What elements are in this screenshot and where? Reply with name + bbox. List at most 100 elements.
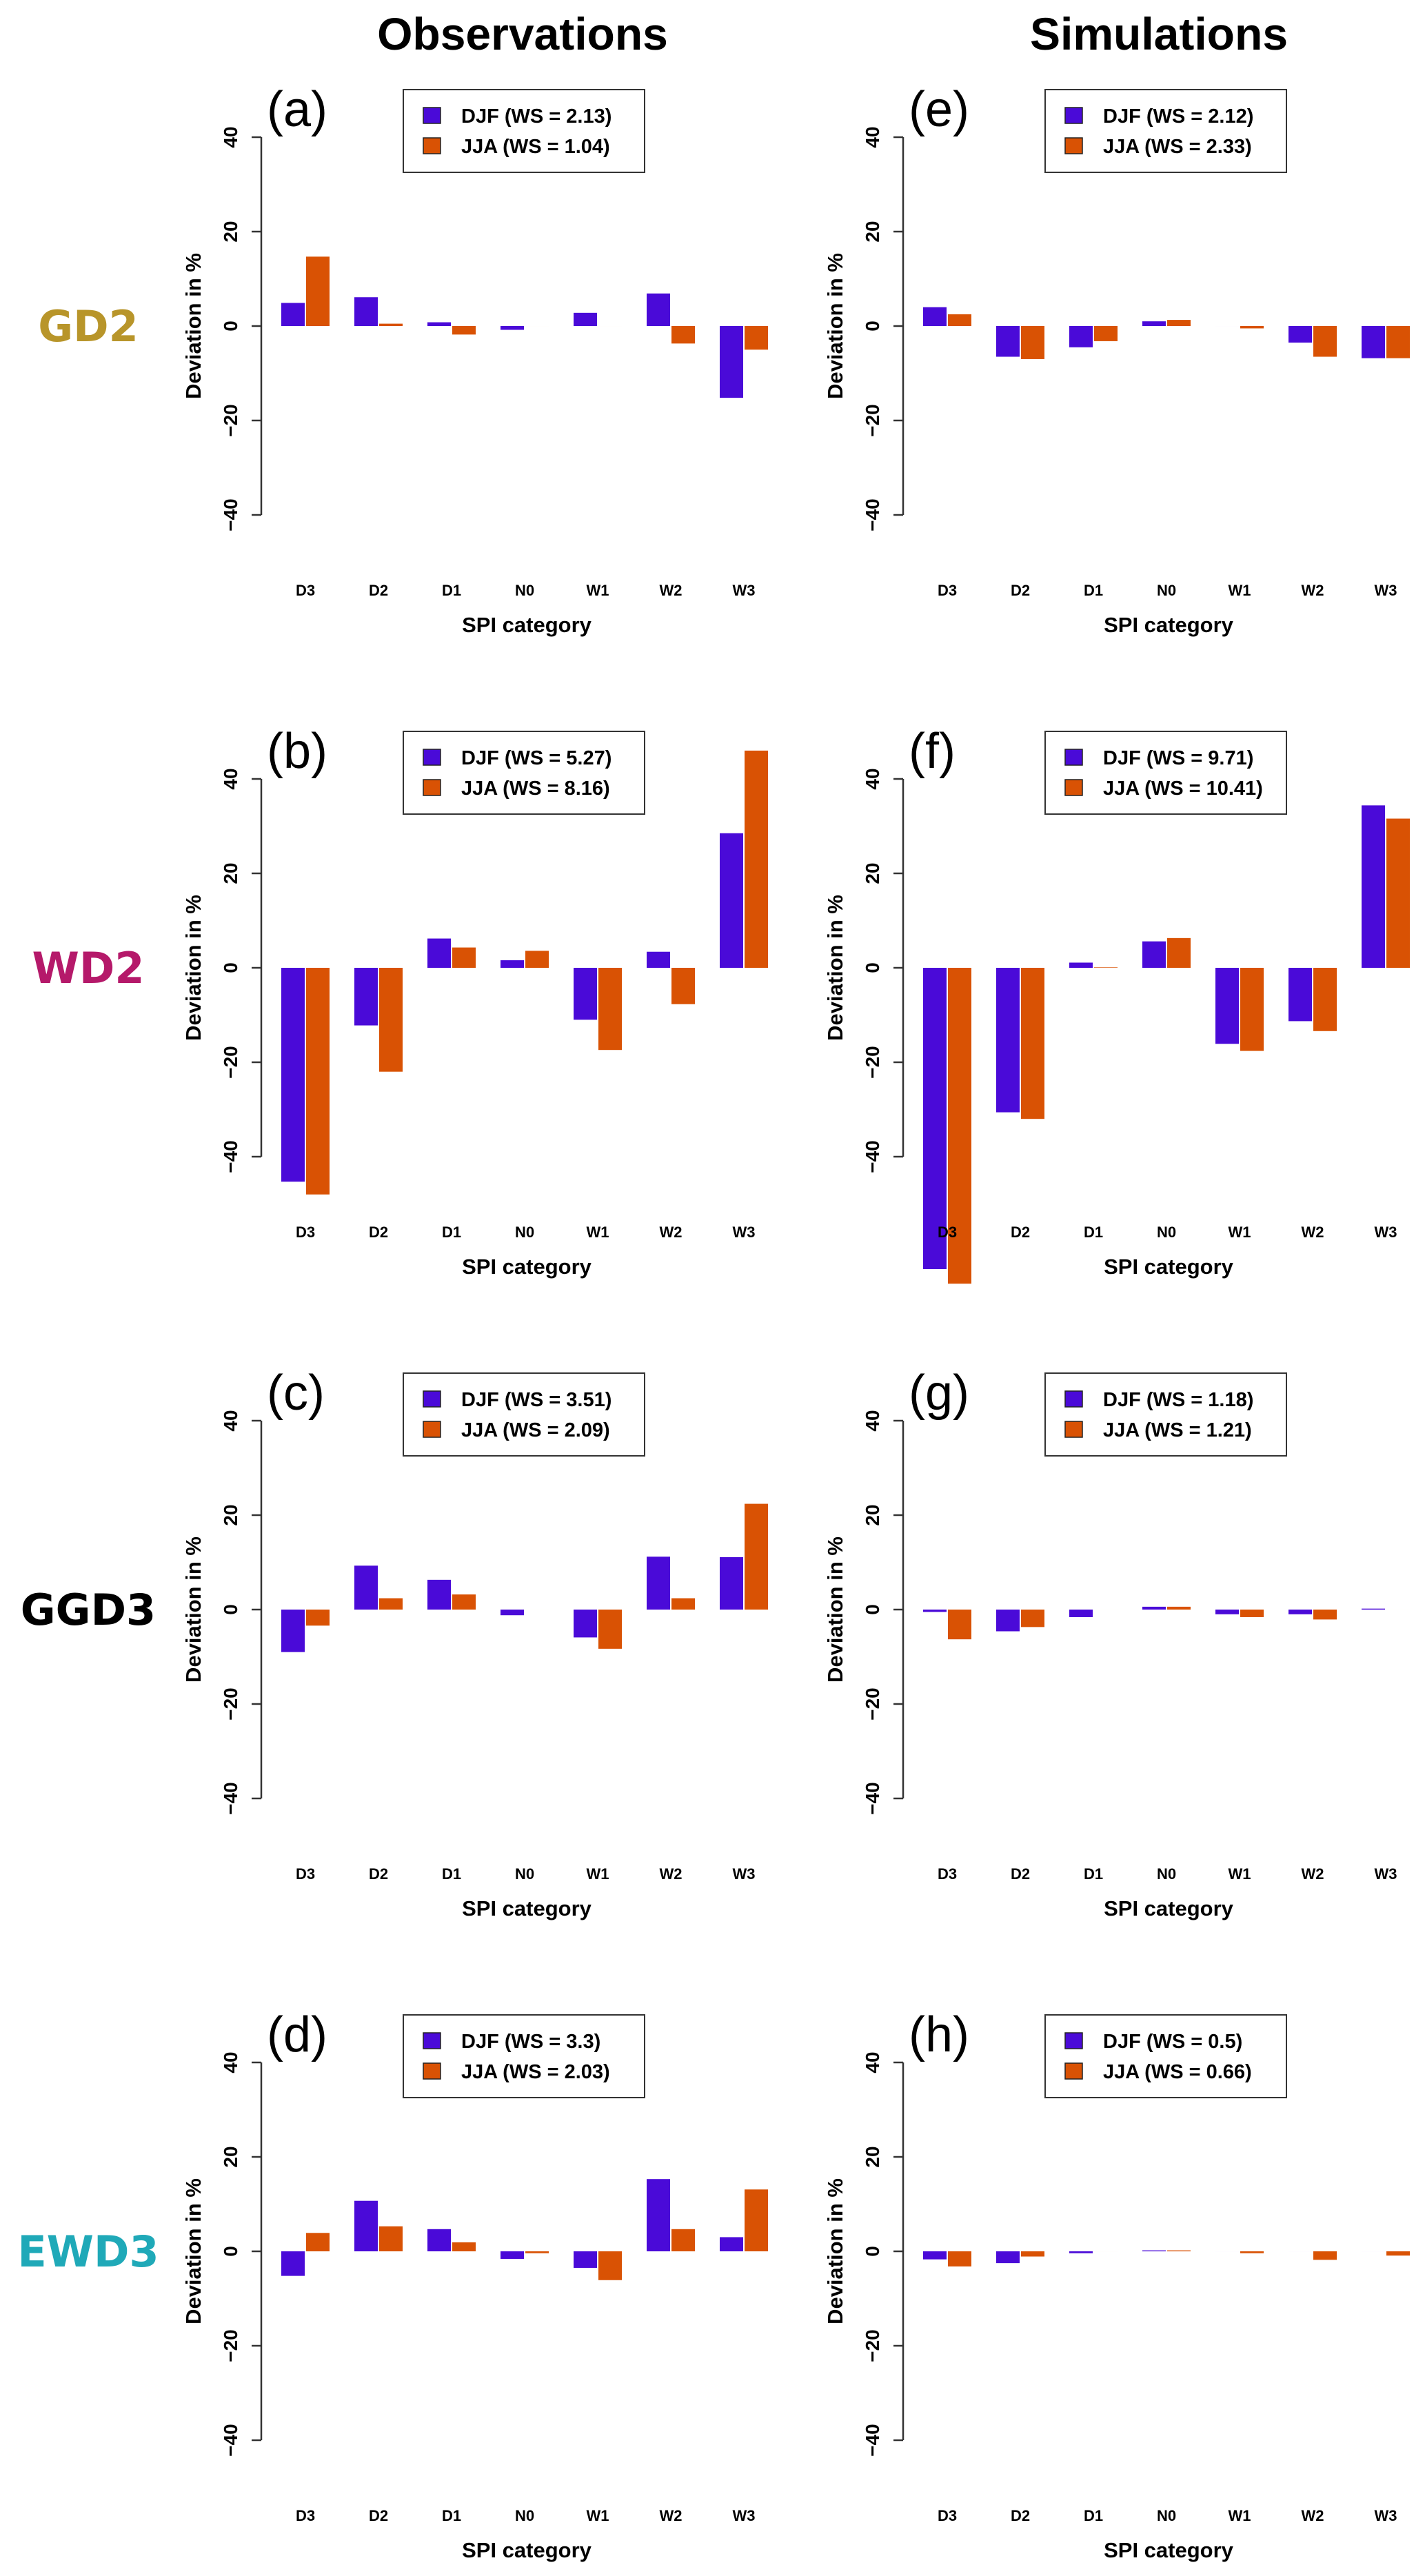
bar-jja-w2 bbox=[1313, 326, 1337, 357]
bar-jja-w3 bbox=[745, 750, 768, 968]
bar-djf-d1 bbox=[427, 1579, 451, 1610]
y-tick-label: 40 bbox=[220, 1410, 241, 1431]
bar-djf-d2 bbox=[354, 2200, 378, 2251]
bar-djf-w2 bbox=[647, 1556, 670, 1610]
category-tick-label: W1 bbox=[1229, 1224, 1251, 1241]
legend-entry: JJA (WS = 2.09) bbox=[461, 1419, 610, 1441]
bar-jja-d3 bbox=[948, 2251, 971, 2266]
legend-entry: DJF (WS = 5.27) bbox=[461, 747, 612, 769]
bar-jja-d2 bbox=[1021, 968, 1044, 1119]
bar-jja-d2 bbox=[1021, 1610, 1044, 1627]
category-tick-label: W3 bbox=[733, 1224, 756, 1241]
bar-jja-w1 bbox=[1240, 326, 1264, 329]
panel-label: (g) bbox=[909, 1366, 969, 1421]
bar-djf-w1 bbox=[574, 1610, 597, 1638]
x-axis-title: SPI category bbox=[462, 613, 592, 637]
category-tick-label: D1 bbox=[442, 1865, 461, 1883]
x-axis-title: SPI category bbox=[1104, 613, 1234, 637]
bar-jja-d1 bbox=[452, 1594, 476, 1610]
bar-jja-w3 bbox=[745, 1503, 768, 1610]
category-tick-label: D1 bbox=[1084, 1865, 1103, 1883]
category-tick-label: W2 bbox=[660, 1224, 683, 1241]
bar-djf-d2 bbox=[996, 968, 1020, 1113]
category-tick-label: D3 bbox=[296, 582, 315, 599]
category-tick-label: W3 bbox=[1375, 1865, 1397, 1883]
bar-djf-w3 bbox=[1362, 805, 1385, 968]
y-tick-label: 20 bbox=[220, 221, 241, 242]
column-title-observations: Observations bbox=[377, 8, 668, 59]
bar-djf-d3 bbox=[923, 307, 947, 326]
legend-box bbox=[1044, 89, 1287, 173]
panel-label: (f) bbox=[909, 724, 956, 779]
y-tick-label: 40 bbox=[862, 1410, 883, 1431]
row-label-gd2: GD2 bbox=[38, 301, 139, 352]
bar-djf-n0 bbox=[501, 326, 524, 330]
bar-djf-d1 bbox=[427, 322, 451, 326]
legend-entry: DJF (WS = 3.3) bbox=[461, 2031, 600, 2053]
y-tick-label: −40 bbox=[220, 1140, 241, 1173]
category-tick-label: W3 bbox=[1375, 2507, 1397, 2524]
category-tick-label: W3 bbox=[1375, 1224, 1397, 1241]
legend-swatch-djf bbox=[1064, 2032, 1083, 2049]
category-tick-label: W2 bbox=[660, 582, 683, 599]
category-tick-label: W1 bbox=[1229, 582, 1251, 599]
category-tick-label: N0 bbox=[515, 1224, 534, 1241]
legend-box bbox=[1044, 731, 1287, 815]
bar-jja-w3 bbox=[745, 326, 768, 350]
category-tick-label: D2 bbox=[1011, 1865, 1030, 1883]
y-tick-label: 0 bbox=[220, 1604, 241, 1615]
y-tick-label: −40 bbox=[220, 1782, 241, 1815]
bar-jja-n0 bbox=[525, 2251, 549, 2253]
category-tick-label: D1 bbox=[1084, 1224, 1103, 1241]
legend-swatch-jja bbox=[423, 137, 441, 154]
category-tick-label: W2 bbox=[1302, 582, 1324, 599]
legend-swatch-jja bbox=[423, 2062, 441, 2080]
panel-label: (d) bbox=[267, 2007, 327, 2062]
category-tick-label: N0 bbox=[1157, 2507, 1176, 2524]
bar-jja-d1 bbox=[1094, 326, 1118, 341]
y-tick-label: 0 bbox=[220, 321, 241, 332]
bar-djf-d3 bbox=[923, 968, 947, 1270]
bar-jja-w2 bbox=[671, 2229, 695, 2251]
bar-djf-d1 bbox=[1069, 1610, 1093, 1617]
bar-djf-n0 bbox=[1142, 321, 1166, 326]
bar-djf-d1 bbox=[1069, 962, 1093, 968]
bar-jja-d1 bbox=[452, 947, 476, 968]
bar-djf-n0 bbox=[501, 1610, 524, 1616]
panel-h: D3 D2 D1 N0 W1 W2 W3 −40 −20 0 20 40 Deviation in % S… bbox=[823, 2007, 1410, 2562]
bar-djf-w2 bbox=[647, 2179, 670, 2251]
bar-djf-d1 bbox=[427, 2229, 451, 2251]
legend-entry: JJA (WS = 1.04) bbox=[461, 136, 610, 158]
y-tick-label: 0 bbox=[220, 962, 241, 973]
x-axis-title: SPI category bbox=[462, 2538, 592, 2562]
bar-jja-w3 bbox=[1386, 818, 1410, 968]
bar-jja-d2 bbox=[379, 968, 403, 1072]
bar-djf-d2 bbox=[354, 1565, 378, 1610]
y-tick-label: 40 bbox=[862, 768, 883, 789]
category-tick-label: D2 bbox=[369, 1224, 388, 1241]
column-title-simulations: Simulations bbox=[1030, 8, 1288, 59]
bar-djf-w3 bbox=[720, 326, 743, 398]
bar-djf-d1 bbox=[427, 938, 451, 968]
y-tick-label: 20 bbox=[220, 1504, 241, 1525]
row-label-wd2: WD2 bbox=[32, 943, 145, 993]
bar-jja-w2 bbox=[1313, 968, 1337, 1031]
bar-jja-w2 bbox=[1313, 1610, 1337, 1620]
category-tick-label: D2 bbox=[1011, 2507, 1030, 2524]
y-axis-title: Deviation in % bbox=[823, 1537, 847, 1683]
bar-jja-n0 bbox=[1167, 320, 1191, 326]
legend-swatch-jja bbox=[423, 779, 441, 796]
y-tick-label: 0 bbox=[220, 2246, 241, 2257]
category-tick-label: W3 bbox=[1375, 582, 1397, 599]
category-tick-label: D3 bbox=[296, 2507, 315, 2524]
panel-a: D3 D2 D1 N0 W1 W2 W3 −40 −20 0 20 40 Deviation in % S… bbox=[181, 82, 768, 637]
bar-jja-d3 bbox=[948, 1610, 971, 1640]
bar-djf-w1 bbox=[574, 968, 597, 1020]
bar-djf-w1 bbox=[574, 2251, 597, 2268]
y-tick-label: −40 bbox=[862, 2424, 883, 2457]
category-tick-label: N0 bbox=[1157, 582, 1176, 599]
category-tick-label: N0 bbox=[515, 2507, 534, 2524]
category-tick-label: D2 bbox=[1011, 1224, 1030, 1241]
legend-swatch-jja bbox=[1064, 779, 1083, 796]
y-tick-label: 0 bbox=[862, 1604, 883, 1615]
